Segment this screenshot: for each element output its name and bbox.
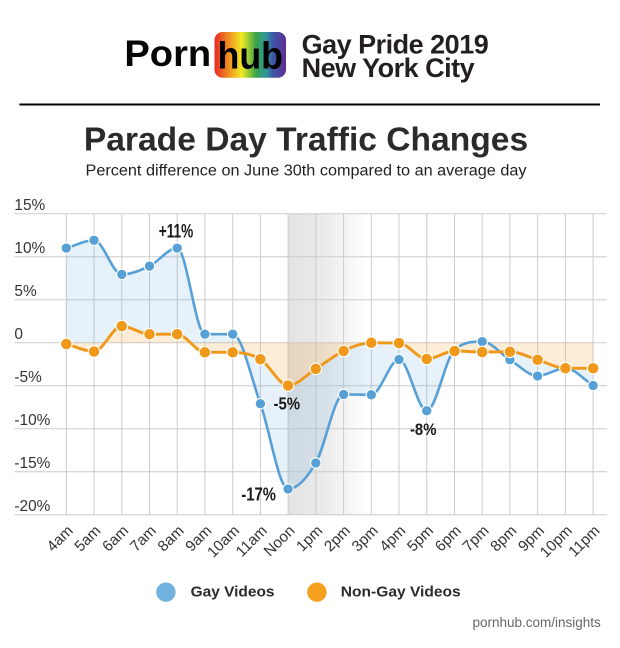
svg-text:11am: 11am (233, 522, 271, 560)
svg-text:Percent difference on June 30t: Percent difference on June 30th compared… (86, 162, 527, 179)
svg-text:Parade Day Traffic Changes: Parade Day Traffic Changes (84, 120, 528, 157)
svg-text:-20%: -20% (14, 498, 50, 515)
svg-text:8am: 8am (155, 522, 188, 555)
svg-text:15%: 15% (14, 197, 45, 214)
svg-text:4am: 4am (44, 522, 77, 555)
svg-text:1pm: 1pm (293, 522, 326, 555)
svg-text:5pm: 5pm (404, 522, 437, 555)
svg-text:10pm: 10pm (537, 522, 576, 561)
svg-text:-15%: -15% (14, 455, 50, 472)
svg-text:0: 0 (14, 326, 23, 343)
svg-text:4pm: 4pm (376, 522, 409, 555)
svg-text:Gay Videos: Gay Videos (191, 583, 275, 600)
svg-text:Noon: Noon (261, 522, 299, 560)
svg-text:11pm: 11pm (565, 522, 603, 560)
svg-text:New York City: New York City (302, 53, 475, 83)
svg-text:10%: 10% (14, 240, 45, 257)
svg-text:-5%: -5% (274, 394, 301, 414)
svg-text:+11%: +11% (159, 222, 194, 243)
svg-text:8pm: 8pm (487, 522, 520, 555)
svg-text:6pm: 6pm (432, 522, 465, 555)
svg-text:5am: 5am (71, 522, 104, 555)
svg-text:-10%: -10% (14, 412, 50, 429)
svg-text:Gay Pride 2019: Gay Pride 2019 (302, 30, 489, 60)
svg-text:10am: 10am (204, 522, 243, 561)
svg-text:hub: hub (218, 36, 284, 78)
svg-text:-17%: -17% (241, 484, 276, 505)
svg-text:7pm: 7pm (460, 522, 493, 555)
svg-text:Non-Gay Videos: Non-Gay Videos (341, 583, 461, 600)
svg-text:7am: 7am (127, 522, 160, 555)
svg-text:6am: 6am (99, 522, 132, 555)
svg-text:pornhub.com/insights: pornhub.com/insights (472, 615, 601, 630)
svg-text:-5%: -5% (14, 369, 42, 386)
svg-text:3pm: 3pm (349, 522, 382, 555)
svg-text:5%: 5% (14, 283, 37, 300)
svg-text:2pm: 2pm (321, 522, 354, 555)
svg-text:-8%: -8% (410, 420, 437, 439)
svg-text:Porn: Porn (124, 32, 211, 74)
